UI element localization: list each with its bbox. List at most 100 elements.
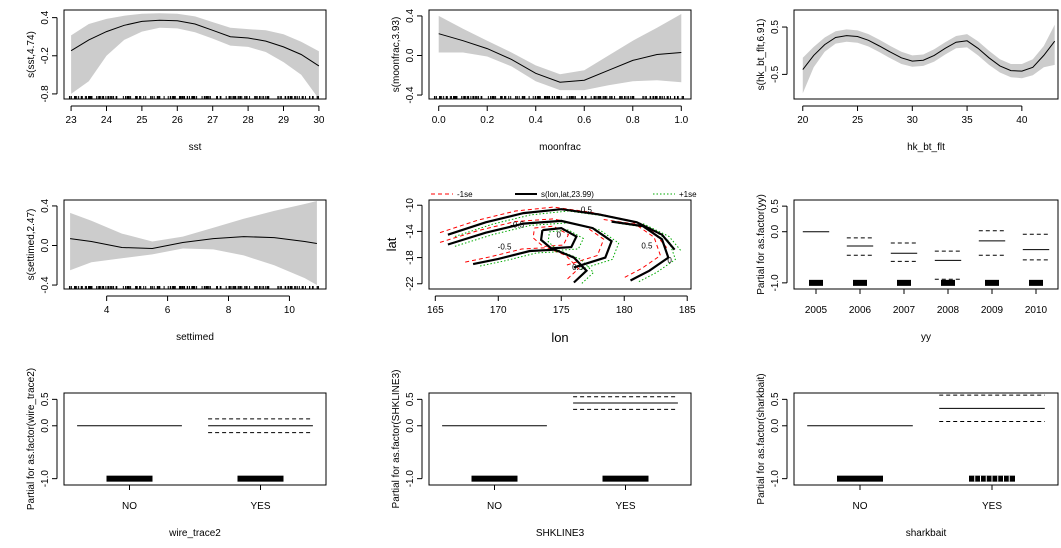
x-tick-label: 185 [679,305,696,316]
contour-fit [611,220,670,282]
panel-hk_bt_flt: 0.5 -0.5 20 25 30 35 40 hk_bt_flt s(hk_bt_flt,6.… [756,9,1059,153]
confidence-band [70,201,317,285]
y-axis-title: Partial for as.factor(yy) [756,194,767,295]
x-axis: NO YES [122,484,271,512]
x-tick-label: 175 [553,305,570,316]
panel-yy: 2005 2006 2007 2008 2009 2010 0.5 0.0 -1.0 yy Part… [756,194,1059,343]
x-axis-title: hk_bt_flt [907,142,945,153]
smooth-line [438,33,682,83]
x-tick-label: 2010 [1025,305,1048,316]
x-tick-label: 170 [490,305,507,316]
plot-frame [428,392,692,486]
x-axis: 2005 2006 2007 2008 2009 2010 [805,288,1048,316]
panel-sharkbait: NO YES 0.5 0.0 -1.0 sharkbait Partial for as.f… [756,373,1059,539]
x-axis: 23 24 25 26 27 28 29 30 [66,105,325,126]
y-axis: -10 -14 -18 -22 [405,198,423,291]
rug-block [602,475,649,482]
x-tick-label: 2009 [981,305,1004,316]
contour-label: 0.5 [572,263,584,272]
x-tick-label: 2008 [937,305,960,316]
x-tick-label: 23 [66,115,78,126]
rug-block [471,475,518,482]
x-tick-label: 6 [165,305,171,316]
y-tick-label: 0.0 [770,418,781,432]
x-axis: NO YES [487,484,636,512]
y-tick-label: -10 [405,198,416,213]
panel-SHKLINE3: NO YES 0.5 0.0 -1.0 SHKLINE3 Partial for as.fa… [391,370,692,539]
contour-minus-se [439,218,605,266]
x-axis: 20 25 30 35 40 [797,105,1028,126]
x-tick-label: 2006 [849,305,872,316]
x-tick-label: 2005 [805,305,828,316]
contour-label: 0.5 [641,241,653,250]
contour-plus-se [454,222,620,270]
y-axis-title: s(sst,4.74) [26,31,37,78]
contour-fit [539,226,578,250]
y-tick-label: 0.0 [770,224,781,238]
x-axis-title: settimed [176,332,214,343]
y-tick-label: -1.0 [405,470,416,488]
contour-minus-se [465,247,580,281]
plot-border [793,9,1059,100]
x-tick-label: 29 [278,115,290,126]
x-axis: NO YES [853,484,1002,512]
y-axis-title: Partial for as.factor(sharkbait) [756,373,767,504]
y-axis: 0.5 -0.5 [770,20,788,83]
panel-moonfrac: 0.4 0.0 -0.4 0.0 0.2 0.4 0.6 0.8 1.0 moonfrac s(mo… [391,9,692,153]
rug-block [897,279,911,286]
y-tick-label: 0.5 [405,392,416,406]
rug [68,286,319,289]
rug-block [985,279,999,286]
contour-fit [447,219,613,269]
x-tick-label: YES [250,501,270,512]
x-tick-label: 165 [427,305,444,316]
confidence-band [438,14,682,91]
y-axis-title: lat [384,237,399,251]
panel-settimed: 0.4 0.0 -0.4 4 6 8 10 settimed s(settimed,2.47) [26,199,327,343]
x-tick-label: 10 [284,305,296,316]
rug-block [809,279,823,286]
y-tick-label: -1.0 [770,274,781,292]
y-axis: 0.5 0.0 -1.0 [770,392,788,488]
y-tick-label: 0.5 [770,199,781,213]
rug-block [941,279,955,286]
panel-wire_trace2: NO YES 0.5 0.0 -1.0 wire_trace2 Partial for as… [26,368,327,539]
y-tick-label: -22 [405,276,416,291]
x-tick-label: 40 [1016,115,1028,126]
contour-fit [447,208,676,251]
rug [433,96,684,99]
rug-block [837,475,883,482]
confidence-band [71,13,319,100]
x-axis-title: lon [551,330,568,345]
contour-minus-se [603,219,661,279]
contour-minus-se-group [439,206,668,281]
y-tick-label: 0.0 [405,418,416,432]
x-tick-label: NO [853,501,868,512]
y-tick-label: 0.4 [405,9,416,23]
contour-plus-se-group [454,210,683,285]
y-axis-title: Partial for as.factor(SHKLINE3) [391,370,402,509]
y-tick-label: 0.4 [40,10,51,24]
rug-block [106,475,153,482]
x-tick-label: 28 [243,115,255,126]
x-tick-label: YES [615,501,635,512]
x-tick-label: 35 [962,115,974,126]
y-tick-label: -14 [405,224,416,239]
x-tick-label: 27 [207,115,219,126]
y-tick-label: -1.0 [770,470,781,488]
y-axis-title: Partial for as.factor(wire_trace2) [26,368,37,510]
y-tick-label: 0.0 [40,238,51,252]
y-tick-label: -0.4 [40,276,51,294]
x-tick-label: 20 [797,115,809,126]
x-axis: 0.0 0.2 0.4 0.6 0.8 1.0 [432,105,689,126]
y-tick-label: -18 [405,250,416,265]
smooth-line [70,236,317,250]
x-tick-label: 0.8 [626,115,640,126]
x-tick-label: 8 [226,305,232,316]
y-tick-label: 0.0 [405,48,416,62]
y-tick-label: -0.8 [40,85,51,103]
contour-label: 0 [667,256,672,265]
plot-frame [793,392,1059,486]
plot-frame [63,392,327,486]
y-axis: 0.5 0.0 -1.0 [40,392,58,487]
